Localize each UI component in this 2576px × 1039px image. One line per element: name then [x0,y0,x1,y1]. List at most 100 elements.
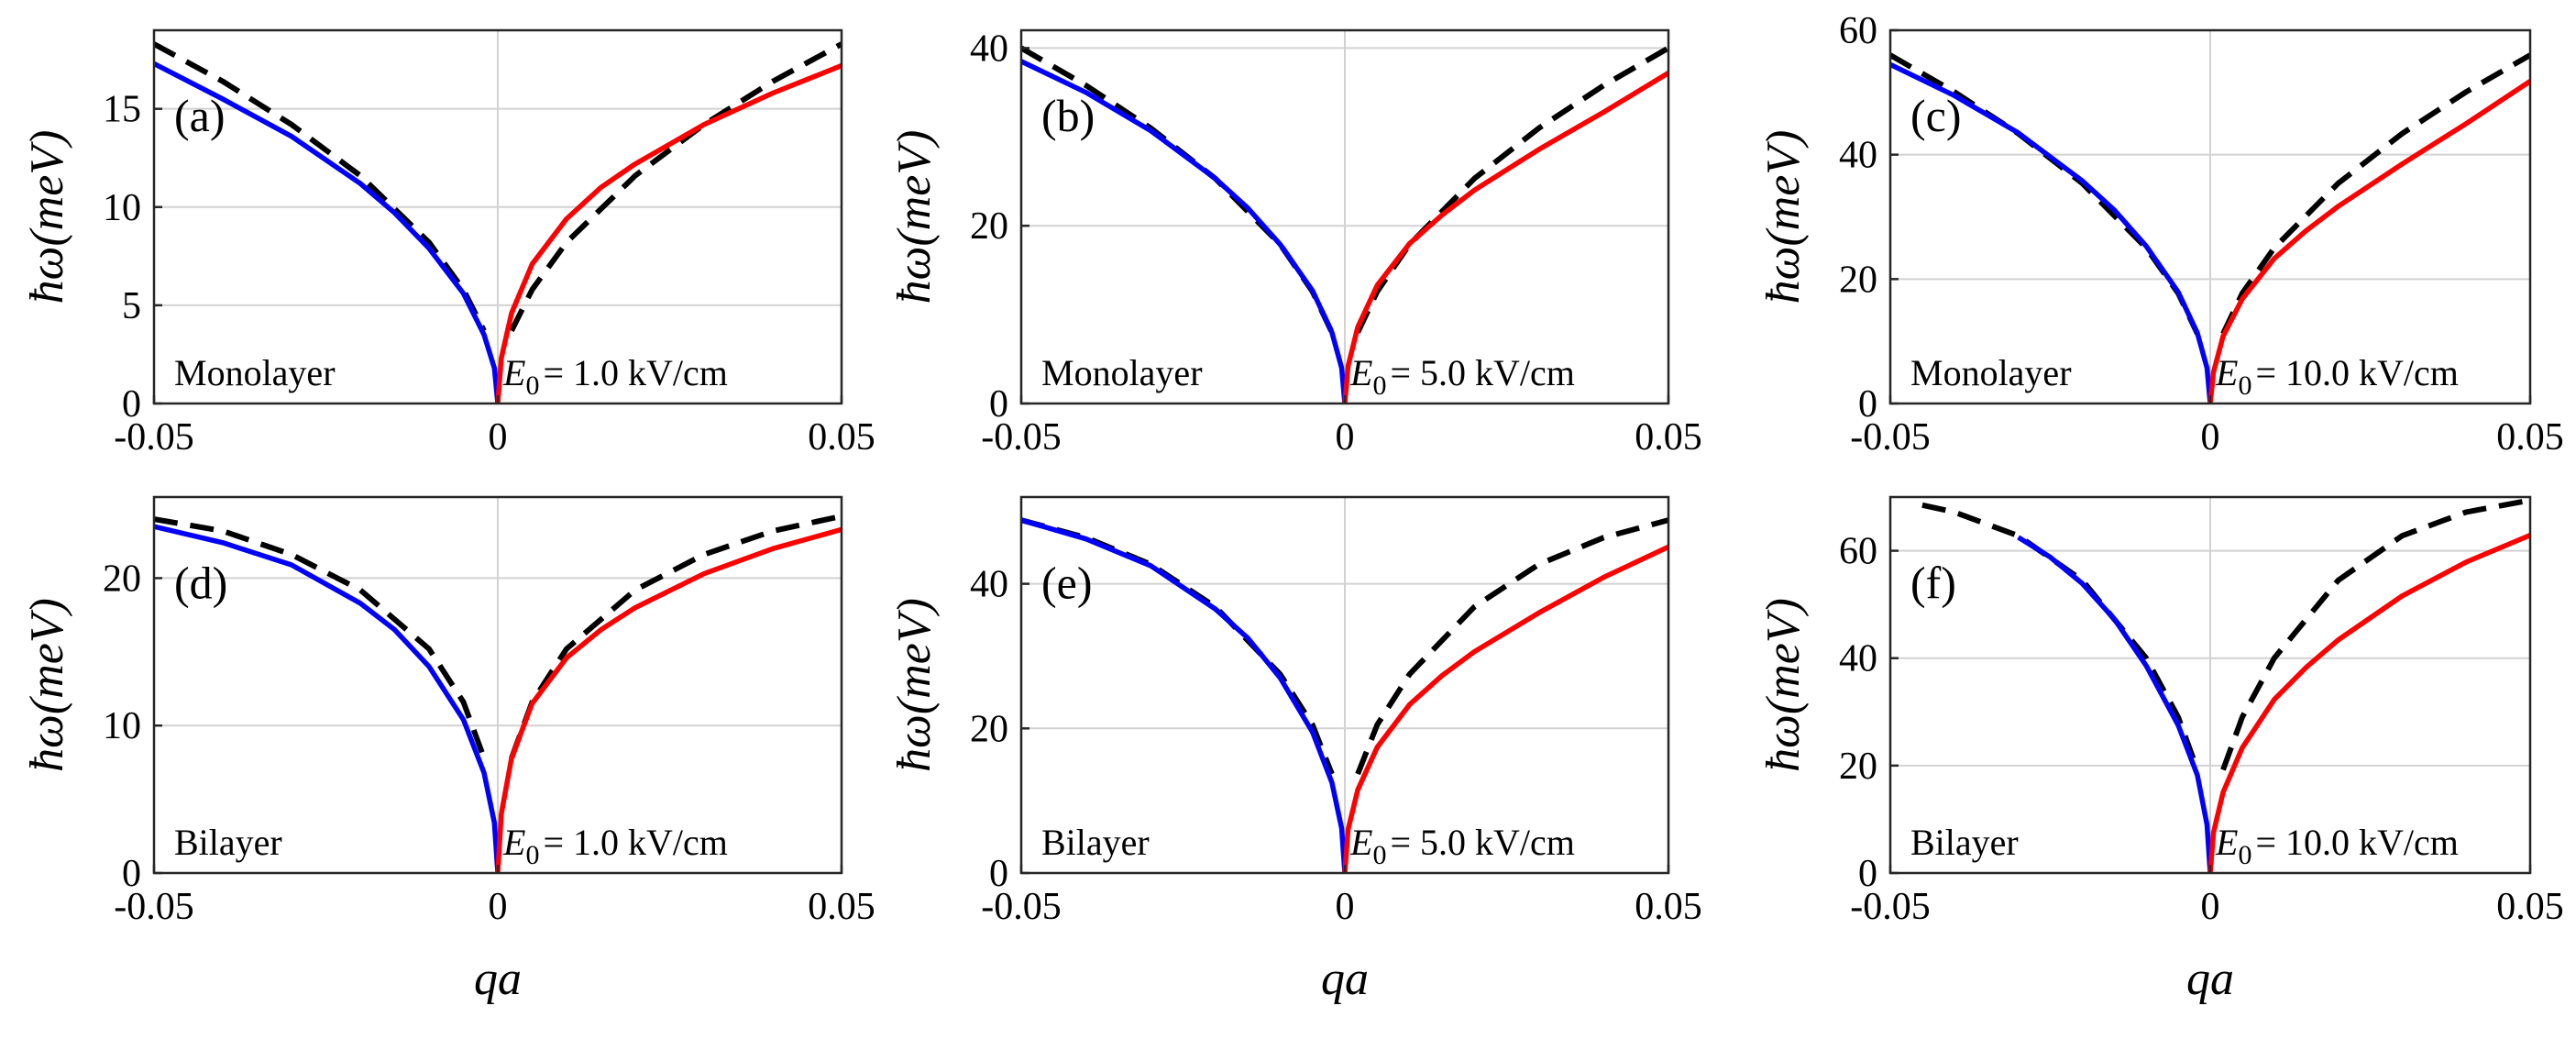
field-symbol: E [502,822,525,863]
y-tick-label: 60 [1839,10,1877,52]
series-line-negative-qa-branch [1021,59,1348,404]
field-subscript: 0 [1372,370,1386,401]
layer-label: Bilayer [1910,822,2019,863]
x-axis-label: qa [1321,953,1369,1005]
panel-label: (c) [1910,90,1962,141]
x-tick-label: 0.05 [2496,886,2564,928]
y-tick-label: 20 [103,558,141,600]
y-tick-label: 20 [1839,259,1877,301]
y-tick-label: 40 [970,564,1008,606]
series-line-reference-left [1021,517,1335,776]
series-line-positive-qa-branch [1342,71,1668,404]
series-line-positive-qa-branch [495,526,842,874]
series-line-reference-left [1921,502,2200,771]
field-annotation: E0 = 10.0 kV/cm [2215,352,2459,401]
y-tick-label: 0 [122,383,141,426]
x-tick-label: 0.05 [1635,886,1702,928]
field-value: = 1.0 kV/cm [543,822,727,863]
y-tick-label: 0 [1858,383,1877,426]
x-tick-label: -0.05 [1850,416,1931,459]
field-annotation: E0 = 1.0 kV/cm [502,352,728,401]
x-tick-label: 0 [489,416,508,459]
y-tick-label: 0 [122,853,141,895]
y-tick-label: 20 [1839,746,1877,788]
field-subscript: 0 [2238,840,2251,870]
panel-label: (b) [1041,90,1095,141]
y-tick-label: 20 [970,205,1008,248]
field-symbol: E [502,352,525,393]
field-value: = 10.0 kV/cm [2255,352,2458,393]
field-annotation: E0 = 5.0 kV/cm [1349,352,1575,401]
x-tick-label: -0.05 [114,886,194,928]
series-line-positive-qa-branch [1342,544,1668,874]
y-axis-label: ħω(meV) [21,598,73,772]
x-tick-label: 0 [1336,886,1355,928]
field-symbol: E [1349,352,1372,393]
series-line-reference-right [2220,497,2530,771]
field-value: = 5.0 kV/cm [1390,822,1574,863]
series-line-reference-left [154,41,487,333]
layer-label: Monolayer [1041,352,1203,393]
y-tick-label: 10 [103,705,141,747]
x-tick-label: 0 [1336,416,1355,459]
series-line-negative-qa-branch [154,524,501,874]
y-axis-label: ħω(meV) [1757,598,1810,772]
series-line-reference-left [154,516,487,759]
x-tick-label: 0 [2201,416,2220,459]
layer-label: Monolayer [1910,352,2072,393]
field-value: = 1.0 kV/cm [543,352,727,393]
y-tick-label: 0 [989,383,1008,426]
series-line-negative-qa-branch [1021,517,1348,874]
x-tick-label: -0.05 [114,416,194,459]
x-tick-label: 0.05 [808,416,875,459]
x-tick-label: 0.05 [2496,416,2564,459]
x-tick-label: 0.05 [1635,416,1702,459]
x-tick-label: 0.05 [808,886,875,928]
field-subscript: 0 [525,370,539,401]
y-tick-label: 10 [103,187,141,229]
field-annotation: E0 = 10.0 kV/cm [2215,822,2459,870]
y-axis-label: ħω(meV) [1757,130,1810,304]
field-value: = 10.0 kV/cm [2255,822,2458,863]
series-line-negative-qa-branch [1890,61,2213,404]
field-symbol: E [2215,352,2238,393]
panel-label: (d) [174,558,227,609]
series-line-positive-qa-branch [2207,79,2530,404]
y-tick-label: 40 [1839,638,1877,680]
field-annotation: E0 = 1.0 kV/cm [502,822,728,870]
x-axis-label: qa [474,953,522,1005]
y-tick-label: 60 [1839,531,1877,573]
series-line-reference-right [2220,52,2530,336]
y-tick-label: 40 [970,28,1008,70]
x-tick-label: 0 [2201,886,2220,928]
panel-label: (f) [1910,558,1956,609]
series-line-negative-qa-branch [154,61,501,404]
x-tick-label: -0.05 [981,416,1062,459]
field-value: = 5.0 kV/cm [1390,352,1574,393]
x-tick-label: -0.05 [1850,886,1931,928]
y-tick-label: 0 [1858,853,1877,895]
field-symbol: E [1349,822,1372,863]
panel-label: (e) [1041,558,1093,609]
layer-label: Monolayer [174,352,336,393]
series-line-reference-right [509,41,842,333]
series-line-positive-qa-branch [2207,533,2530,874]
field-subscript: 0 [1372,840,1386,870]
y-tick-label: 0 [989,853,1008,895]
y-tick-label: 40 [1839,135,1877,177]
layer-label: Bilayer [1041,822,1150,863]
x-tick-label: 0 [489,886,508,928]
field-subscript: 0 [525,840,539,870]
y-axis-label: ħω(meV) [888,598,941,772]
series-line-negative-qa-branch [2017,535,2213,874]
y-axis-label: ħω(meV) [888,130,941,304]
series-line-positive-qa-branch [495,63,842,404]
field-symbol: E [2215,822,2238,863]
